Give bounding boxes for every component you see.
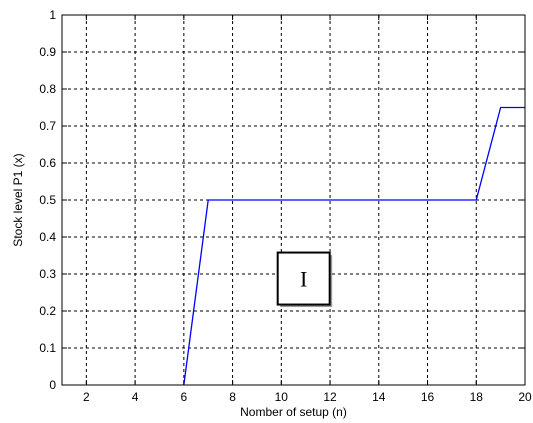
y-tick-label: 0.2 <box>39 304 56 318</box>
y-tick-label: 0.6 <box>39 156 56 170</box>
grid <box>62 15 525 385</box>
y-tick-label: 0.8 <box>39 82 56 96</box>
y-tick-label: 0 <box>49 378 56 392</box>
annotation-box <box>276 251 331 306</box>
annotation-label: I <box>300 267 307 292</box>
x-tick-label: 16 <box>421 390 435 404</box>
y-tick-label: 1 <box>49 8 56 22</box>
x-tick-label: 14 <box>372 390 386 404</box>
ticks: 2 4 6 8 10 12 14 16 18 20 0 0.1 0.2 0.3 0.4 0.5 0.6 0.7 0.… <box>39 8 532 404</box>
x-tick-label: 20 <box>518 390 532 404</box>
x-tick-label: 18 <box>470 390 484 404</box>
y-axis-label: Stock level P1 (x) <box>11 153 25 246</box>
series-line <box>183 106 525 386</box>
x-tick-label: 8 <box>229 390 236 404</box>
x-tick-label: 12 <box>323 390 337 404</box>
x-tick-label: 2 <box>83 390 90 404</box>
y-tick-label: 0.5 <box>39 193 56 207</box>
y-tick-label: 0.9 <box>39 45 56 59</box>
y-tick-label: 0.4 <box>39 230 56 244</box>
x-tick-label: 4 <box>132 390 139 404</box>
y-tick-label: 0.7 <box>39 119 56 133</box>
x-tick-label: 10 <box>275 390 289 404</box>
y-tick-label: 0.3 <box>39 267 56 281</box>
x-tick-label: 6 <box>180 390 187 404</box>
x-axis-label: Nomber of setup (n) <box>240 405 347 419</box>
series-layer <box>183 106 525 386</box>
y-tick-label: 0.1 <box>39 341 56 355</box>
annotations: I <box>276 251 333 308</box>
